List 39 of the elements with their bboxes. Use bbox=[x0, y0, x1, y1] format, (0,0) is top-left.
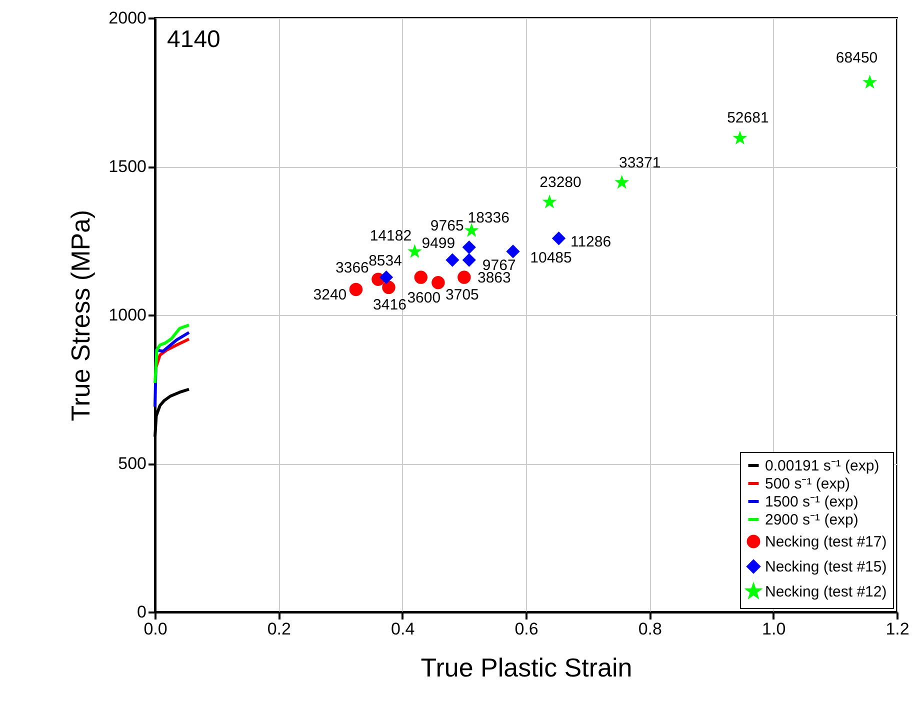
x-axis-title: True Plastic Strain bbox=[420, 652, 632, 682]
annotation: 9499 bbox=[422, 235, 456, 252]
annotation: 18336 bbox=[468, 210, 510, 227]
legend-label: 0.00191 s⁻¹ (exp) bbox=[765, 458, 880, 474]
annotation: 3863 bbox=[477, 269, 511, 286]
x-tick-label: 0.0 bbox=[144, 620, 168, 638]
legend-label: Necking (test #15) bbox=[765, 558, 887, 576]
legend-label: 1500 s⁻¹ (exp) bbox=[765, 494, 858, 510]
annotation: 3366 bbox=[336, 259, 369, 276]
annotation: 4140 bbox=[167, 26, 220, 53]
annotation: 3240 bbox=[313, 286, 347, 304]
annotation: 11286 bbox=[570, 233, 612, 250]
x-tick-label: 0.6 bbox=[514, 620, 538, 638]
x-tick-label: 1.0 bbox=[762, 620, 786, 638]
legend-label: Necking (test #17) bbox=[765, 534, 887, 550]
legend-label: 2900 s⁻¹ (exp) bbox=[765, 512, 858, 528]
annotation: 3600 bbox=[407, 289, 441, 306]
annotation: 68450 bbox=[836, 49, 878, 66]
annotation: 33371 bbox=[618, 154, 661, 172]
annotation: 52681 bbox=[727, 109, 769, 126]
annotation: 3705 bbox=[446, 286, 479, 304]
y-tick-label: 1500 bbox=[108, 157, 146, 176]
y-tick-label: 500 bbox=[118, 454, 146, 473]
y-axis-title: True Stress (MPa) bbox=[66, 210, 96, 422]
y-tick-label: 2000 bbox=[108, 8, 146, 28]
annotation: 8534 bbox=[368, 252, 402, 270]
y-tick-label: 0 bbox=[137, 602, 146, 622]
x-tick-label: 1.2 bbox=[886, 620, 910, 638]
annotation: 3416 bbox=[373, 296, 406, 314]
y-tick-label: 1000 bbox=[108, 306, 146, 324]
legend-label: 500 s⁻¹ (exp) bbox=[765, 476, 850, 492]
x-tick-label: 0.2 bbox=[267, 620, 291, 638]
annotation: 9765 bbox=[430, 217, 464, 234]
x-tick-label: 0.8 bbox=[638, 620, 662, 638]
annotation: 10485 bbox=[530, 249, 572, 266]
legend-label: Necking (test #12) bbox=[765, 584, 887, 600]
x-tick-label: 0.4 bbox=[391, 620, 415, 638]
annotation: 23280 bbox=[540, 174, 582, 192]
annotation: 14182 bbox=[370, 228, 412, 245]
